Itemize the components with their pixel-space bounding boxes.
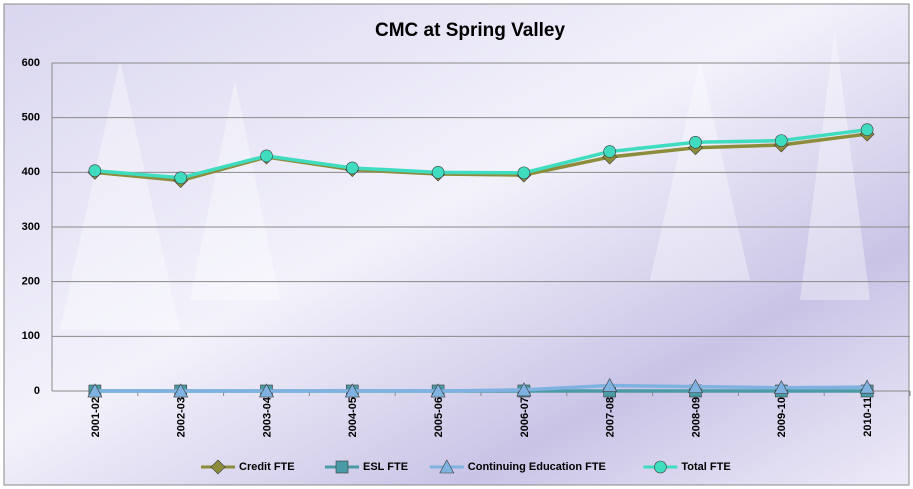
x-tick-label: 2005-06: [433, 397, 445, 437]
y-tick-label: 0: [34, 385, 40, 397]
data-point: [861, 124, 873, 136]
data-point: [604, 146, 616, 158]
y-tick-label: 500: [22, 112, 40, 124]
y-tick-label: 200: [22, 276, 40, 288]
y-tick-label: 600: [22, 57, 40, 69]
x-tick-label: 2010-11: [862, 397, 874, 437]
y-tick-label: 400: [22, 166, 40, 178]
legend-marker: [654, 461, 666, 473]
data-point: [261, 150, 273, 162]
chart-title: CMC at Spring Valley: [375, 20, 565, 41]
x-tick-label: 2004-05: [347, 397, 359, 437]
x-tick-label: 2009-10: [776, 397, 788, 437]
data-point: [346, 162, 358, 174]
y-tick-label: 300: [22, 221, 40, 233]
legend-marker: [336, 461, 348, 473]
data-point: [518, 167, 530, 179]
legend-label: Total FTE: [681, 461, 730, 473]
y-tick-label: 100: [22, 330, 40, 342]
data-point: [89, 165, 101, 177]
x-tick-label: 2003-04: [261, 396, 273, 437]
legend-label: Continuing Education FTE: [468, 461, 606, 473]
x-tick-label: 2006-07: [519, 397, 531, 437]
legend-label: Credit FTE: [239, 461, 295, 473]
x-tick-label: 2007-08: [605, 397, 617, 437]
data-point: [775, 135, 787, 147]
x-tick-label: 2001-02: [90, 397, 102, 437]
data-point: [175, 172, 187, 184]
chart: CMC at Spring Valley 0 100 200 300 400 500 600…: [0, 0, 913, 489]
x-tick-label: 2008-09: [690, 397, 702, 437]
x-tick-label: 2002-03: [176, 397, 188, 437]
legend-label: ESL FTE: [363, 461, 408, 473]
data-point: [690, 136, 702, 148]
data-point: [432, 166, 444, 178]
